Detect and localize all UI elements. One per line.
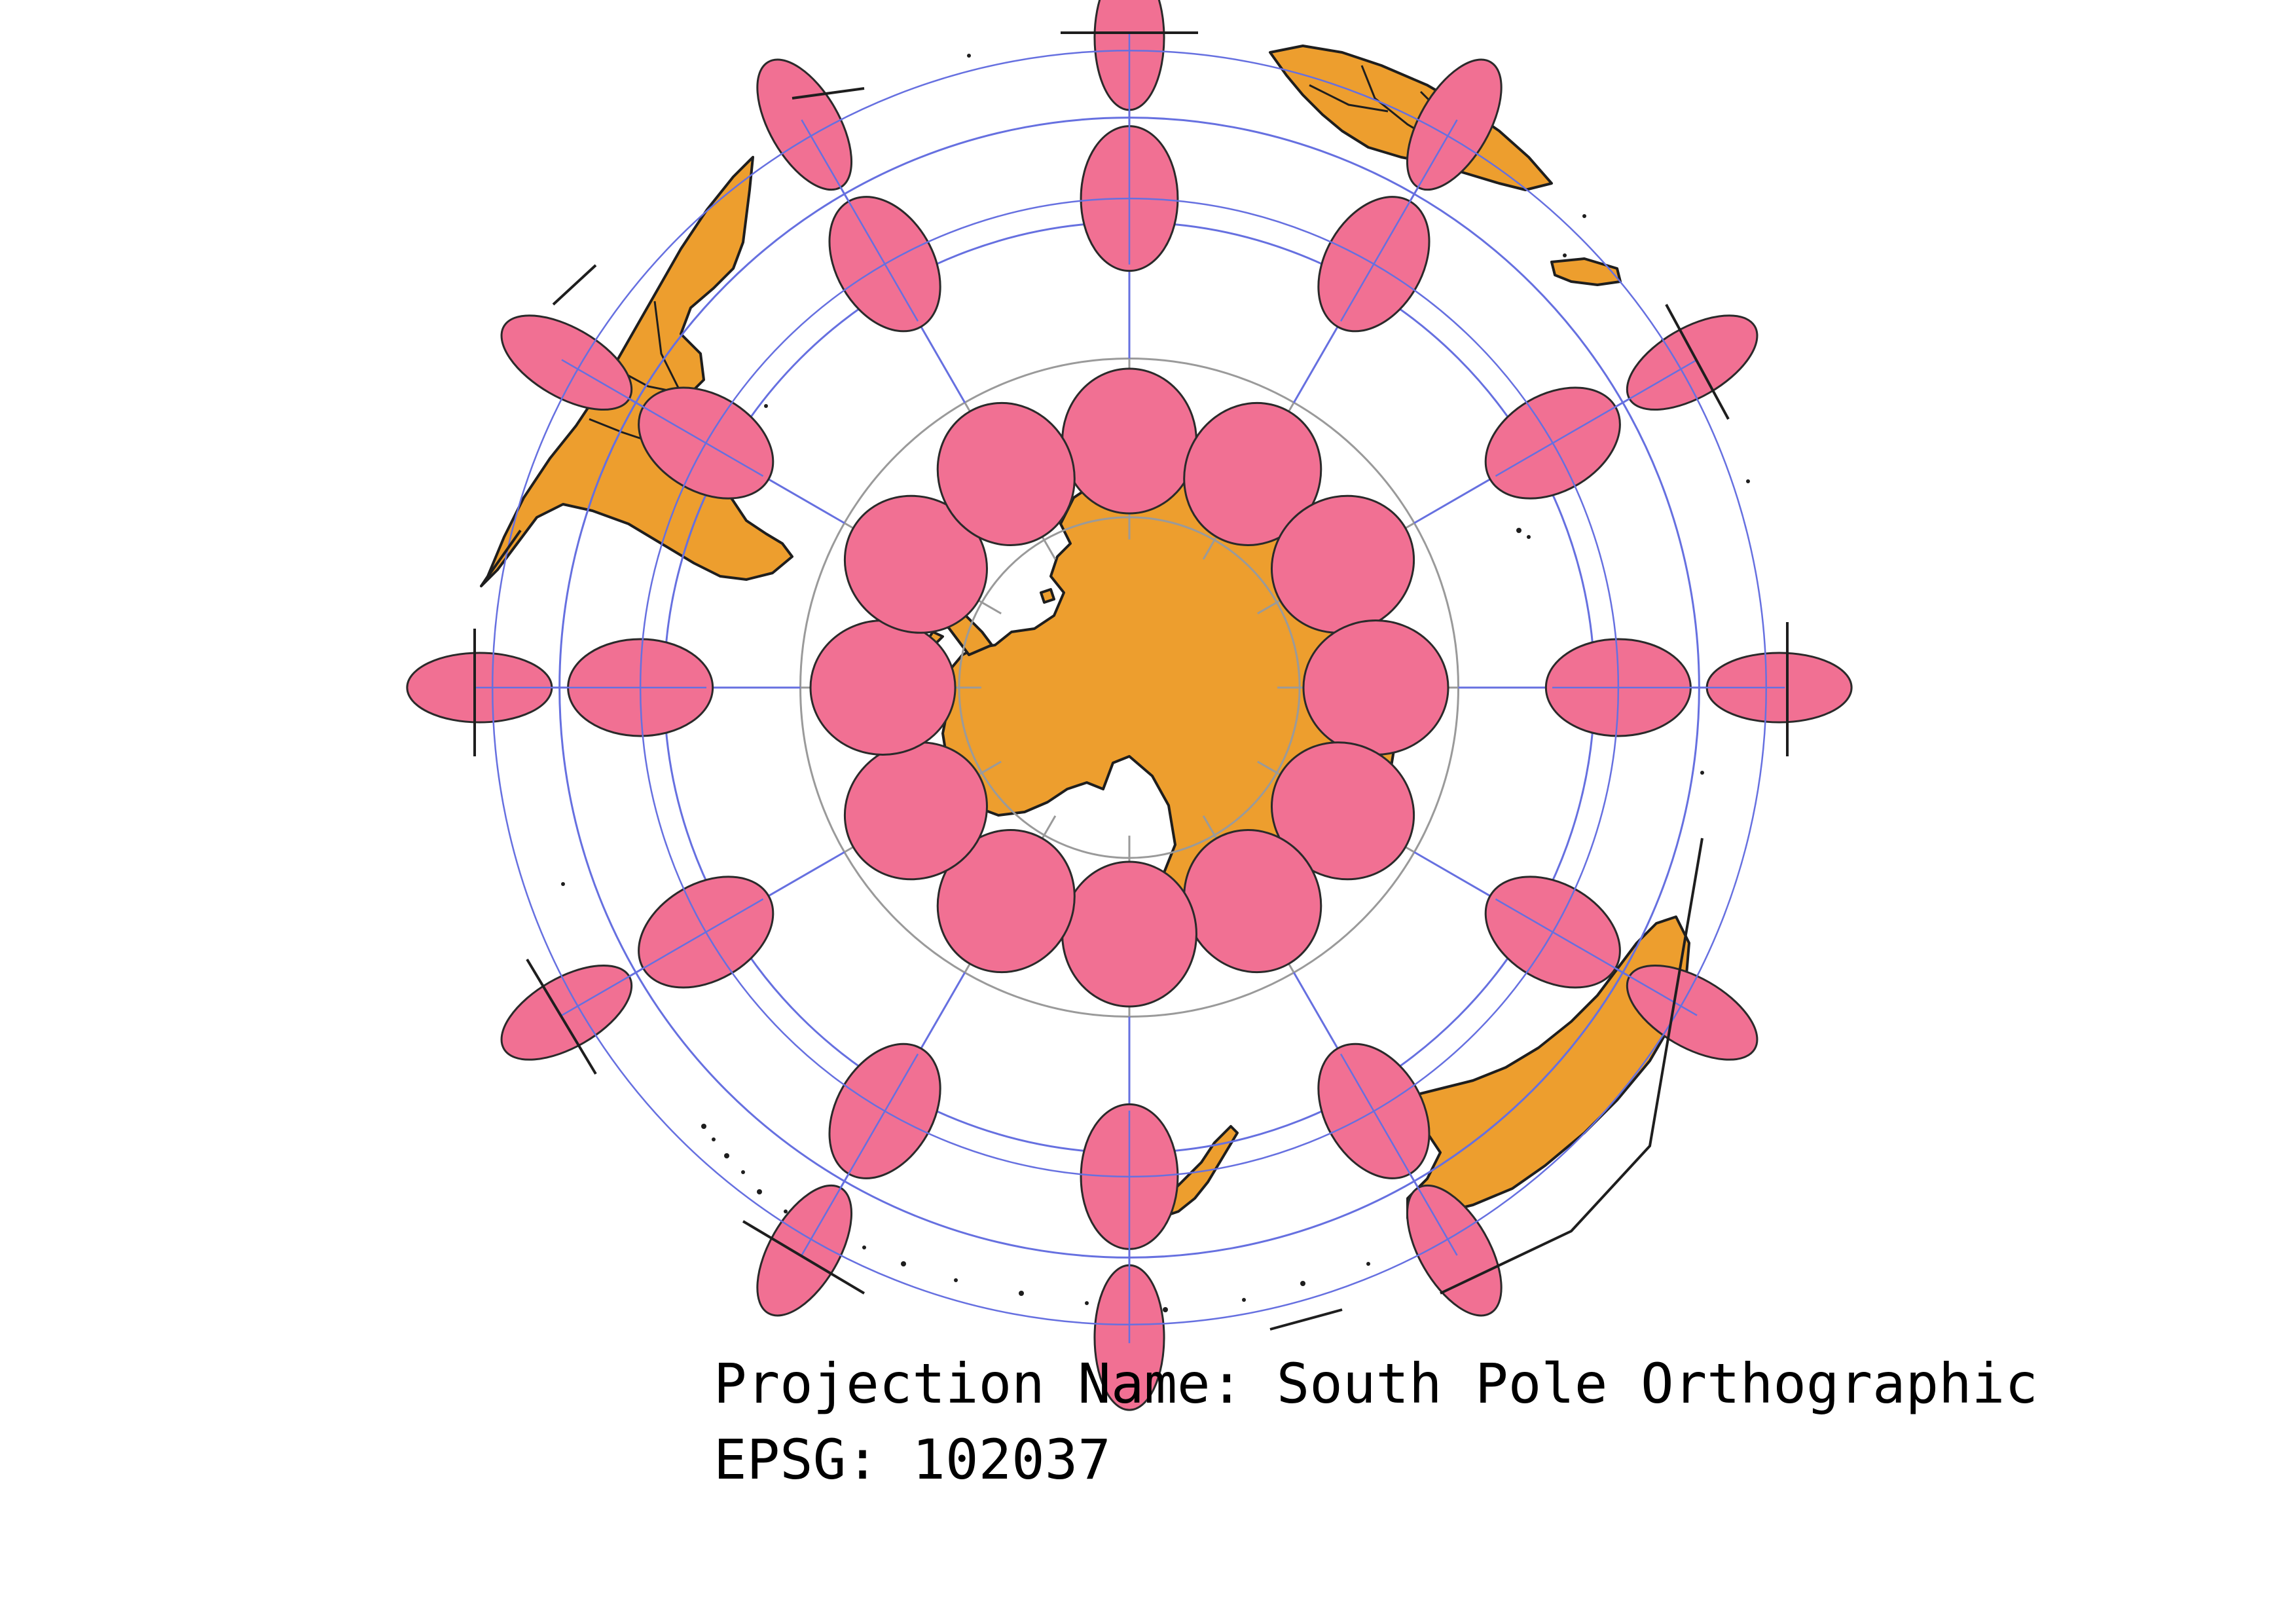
tissot-ellipse bbox=[936, 401, 1076, 547]
meridian-overlay bbox=[1339, 1053, 1458, 1256]
tissot-indicatrices bbox=[406, 0, 1853, 1411]
meridian-overlay bbox=[561, 898, 764, 1016]
meridian-overlay bbox=[1495, 359, 1698, 477]
madagascar-landmass bbox=[1550, 257, 1622, 286]
meridian-overlay bbox=[1495, 898, 1698, 1016]
tissot-ellipse bbox=[1061, 860, 1197, 1008]
tissot-ellipse bbox=[1302, 619, 1449, 756]
projection-caption: Projection Name: South Pole Orthographic… bbox=[714, 1346, 2038, 1498]
meridian-overlay bbox=[561, 359, 764, 477]
meridian-overlay bbox=[801, 1053, 919, 1256]
meridian-overlay bbox=[1339, 119, 1458, 322]
tissot-ellipse bbox=[809, 619, 957, 756]
tissot-ellipse bbox=[1061, 367, 1197, 515]
parallel-overlay bbox=[491, 49, 1768, 1326]
globe-limb-segments bbox=[473, 31, 1789, 1331]
meridian-overlay bbox=[801, 119, 919, 322]
africa-landmass bbox=[1269, 45, 1553, 191]
epsg-code-text: EPSG: 102037 bbox=[714, 1428, 1111, 1492]
parallel-overlay bbox=[639, 197, 1620, 1178]
projection-name-text: Projection Name: South Pole Orthographic bbox=[714, 1352, 2038, 1416]
